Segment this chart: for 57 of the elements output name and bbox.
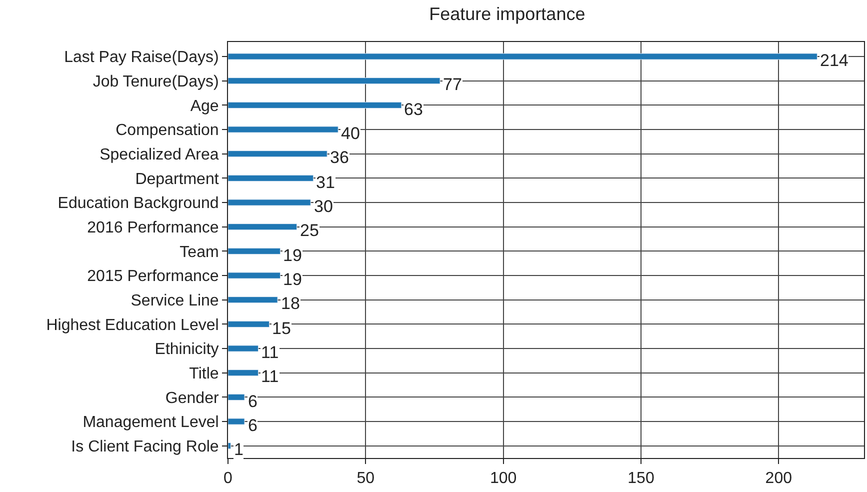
y-tick-label: Service Line [130,292,219,310]
data-label: 11 [261,367,279,386]
data-label: 25 [300,221,319,240]
bar [228,248,281,254]
bar [228,394,245,400]
data-label: 63 [404,100,423,119]
bar [228,199,311,206]
y-tick-label: 2015 Performance [87,268,219,286]
bar [228,174,314,182]
data-label: 31 [316,173,335,192]
x-tick-label: 150 [628,470,654,488]
bar [228,272,281,279]
data-label: 6 [248,392,258,411]
chart-title: Feature importance [429,4,586,24]
data-label: 19 [283,246,302,265]
y-tick-label: Ethinicity [154,341,219,358]
data-label: 15 [272,319,291,338]
data-label: 77 [443,75,462,94]
bar [228,150,328,158]
y-tick-label: Department [135,170,220,188]
bar [228,53,818,60]
bar [228,224,298,230]
y-tick-label: Education Background [58,195,219,212]
y-tick-label: Specialized Area [100,146,219,164]
bar [228,370,259,376]
bar [228,418,245,425]
x-tick-label: 200 [765,470,792,488]
y-tick-label: Title [189,365,219,382]
y-tick-label: Management Level [82,414,219,432]
data-label: 36 [330,148,349,167]
y-tick-label: Job Tenure(Days) [92,73,219,90]
bar [228,442,231,450]
data-label: 19 [283,270,302,289]
bar [228,78,440,84]
data-label: 11 [261,343,279,362]
y-tick-label: Age [190,98,219,115]
y-tick-label: Last Pay Raise(Days) [64,49,219,66]
bar [228,102,402,108]
x-tick-label: 100 [490,470,517,488]
y-tick-label: 2016 Performance [87,219,219,236]
data-label: 18 [281,294,300,313]
bar [228,320,270,328]
x-tick-label: 0 [224,470,233,488]
bar [228,296,278,304]
bar [228,345,259,352]
data-label: 6 [248,416,258,435]
data-label: 30 [314,197,333,216]
data-label: 214 [820,51,848,70]
y-tick-label: Gender [165,390,220,407]
data-label: 1 [234,440,244,459]
data-label: 40 [341,124,360,143]
y-tick-label: Highest Education Level [46,316,219,334]
y-tick-label: Team [180,244,219,261]
x-tick-label: 50 [356,470,375,488]
y-tick-label: Is Client Facing Role [71,438,219,456]
y-tick-label: Compensation [116,122,219,140]
bar [228,126,338,133]
